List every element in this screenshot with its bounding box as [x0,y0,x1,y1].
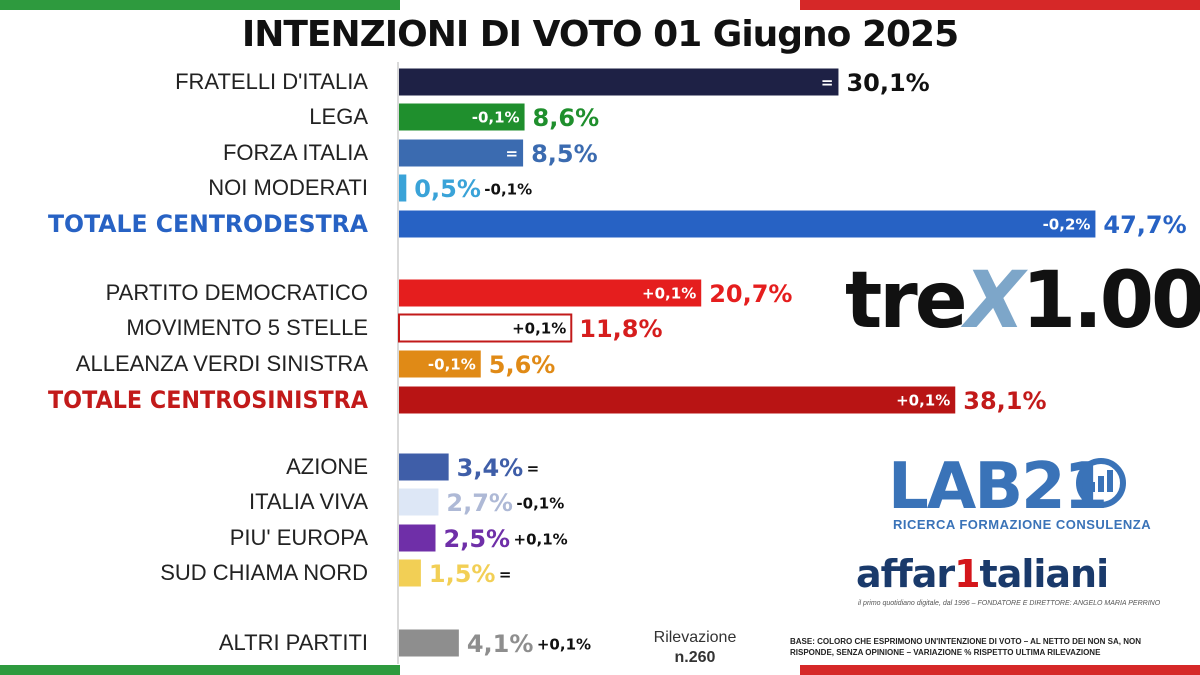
category-label: SUD CHIAMA NORD [160,560,368,585]
category-label: AZIONE [286,454,368,479]
base-note: BASE: COLORO CHE ESPRIMONO UN'INTENZIONE… [790,637,1141,657]
lab21-subtitle: RICERCA FORMAZIONE CONSULENZA [893,517,1152,532]
change-label: = [506,145,519,163]
bar [399,174,407,202]
category-label: ITALIA VIVA [249,489,368,514]
category-label: NOI MODERATI [208,175,368,200]
italian-flag-bottom [0,665,1200,675]
italian-flag-top [0,0,1200,10]
change-label: +0,1% [642,285,696,303]
chart-title: INTENZIONI DI VOTO 01 Giugno 2025 [241,14,959,55]
flag-white [400,665,800,675]
category-label: FORZA ITALIA [223,140,368,165]
change-label: +0,1% [896,392,950,410]
value-label: 8,6% [533,104,600,132]
sample-size: n.260 [674,649,716,666]
category-label: FRATELLI D'ITALIA [175,69,368,94]
value-label: 2,5% [444,525,511,553]
change-label: = [821,74,834,92]
bar [399,524,436,552]
change-label: -0,1% [472,109,520,127]
value-label: 5,6% [489,351,556,379]
value-label: 47,7% [1103,211,1186,239]
change-label: +0,1% [514,531,568,549]
category-label: TOTALE CENTROSINISTRA [48,386,368,414]
lab21-chart-icon [1076,458,1126,508]
flag-red [800,0,1200,10]
category-label: ALLEANZA VERDI SINISTRA [76,351,369,376]
category-label: LEGA [309,104,368,129]
bar [399,488,439,516]
change-label: = [499,566,512,584]
bar [399,279,702,307]
change-label: +0,1% [512,320,566,338]
value-label: 3,4% [457,454,524,482]
bar [399,210,1096,238]
category-label: ALTRI PARTITI [219,630,368,655]
category-label: MOVIMENTO 5 STELLE [126,315,368,340]
category-label: PARTITO DEMOCRATICO [106,280,368,305]
affaritaliani-subtitle: il primo quotidiano digitale, dal 1996 –… [858,600,1161,607]
value-label: 11,8% [579,315,662,343]
flag-red [800,665,1200,675]
bar [399,559,421,587]
trex-logo: treX1.000 [845,256,1200,346]
flag-green [0,665,400,675]
bar [398,313,573,343]
bar [399,139,524,167]
value-label: 8,5% [531,140,598,168]
change-label: +0,1% [537,636,591,654]
change-label: -0,2% [1043,216,1091,234]
axis-line [397,62,399,664]
sample-info: Rilevazione n.260 [640,628,750,668]
change-label: = [527,460,540,478]
category-label: TOTALE CENTRODESTRA [48,210,368,238]
category-label: PIU' EUROPA [230,525,369,550]
affaritaliani-logo: affar1taliani [856,552,1109,596]
flag-white [400,0,800,10]
bar [399,453,449,481]
change-label: -0,1% [428,356,476,374]
value-label: 2,7% [446,489,513,517]
bar [399,629,459,657]
bar [399,68,839,96]
value-label: 4,1% [467,630,534,658]
value-label: 30,1% [846,69,929,97]
value-label: 1,5% [429,560,496,588]
sample-label: Rilevazione [653,629,737,646]
value-label: 20,7% [709,280,792,308]
lab21-logo: LAB21 [888,450,1108,524]
value-label: 0,5% [414,175,481,203]
flag-green [0,0,400,10]
change-label: -0,1% [484,181,532,199]
value-label: 38,1% [963,387,1046,415]
change-label: -0,1% [516,495,564,513]
bar [399,350,481,378]
bar [399,103,525,131]
bar [399,386,956,414]
